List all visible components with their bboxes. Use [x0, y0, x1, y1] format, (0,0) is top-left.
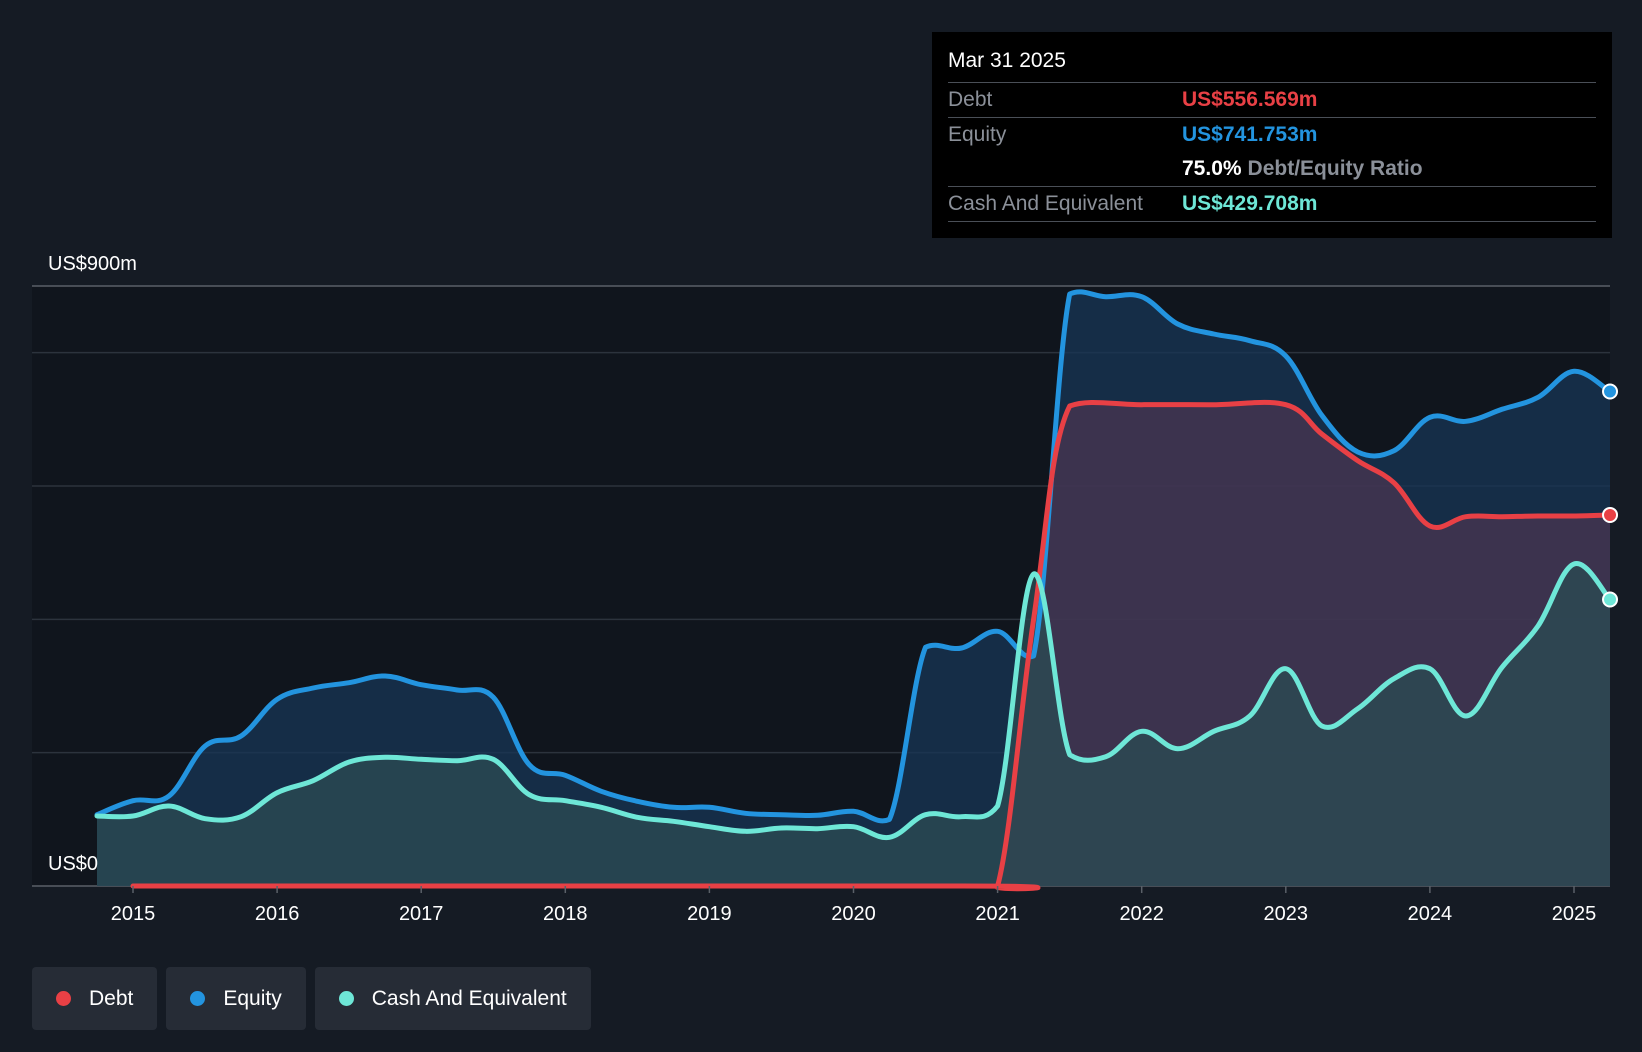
x-axis-ticks: 2015 2016 2017 2018 2019 2020 2021 2022 2023 2024…	[111, 886, 1597, 925]
series-lines	[94, 289, 1613, 892]
line-cash-and-equivalent	[94, 561, 1613, 841]
tooltip-panel: Mar 31 2025 Debt US$556.569m Equity US$7…	[932, 32, 1612, 238]
area-cash-and-equivalent	[97, 563, 1610, 886]
series-endpoints	[1602, 383, 1619, 608]
tooltip-equity-value: US$741.753m	[1182, 123, 1318, 146]
tooltip-ratio-spacer	[948, 152, 1182, 186]
legend-item-cash[interactable]: Cash And Equivalent	[314, 967, 591, 1030]
legend-equity-label: Equity	[223, 986, 282, 1010]
tooltip-row-cash: Cash And Equivalent US$429.708m	[948, 187, 1596, 222]
tooltip-row-equity: Equity US$741.753m	[948, 118, 1596, 152]
x-tick-label: 2021	[975, 903, 1020, 925]
x-tick-label: 2023	[1264, 903, 1309, 925]
y-axis-bottom-label: US$0	[48, 853, 98, 875]
tooltip-ratio-value: 75.0%	[1182, 157, 1242, 180]
x-tick-label: 2018	[543, 903, 588, 925]
legend-cash-label: Cash And Equivalent	[371, 986, 567, 1010]
y-axis-top-label: US$900m	[48, 253, 137, 275]
series-areas	[97, 291, 1610, 889]
tooltip-cash-value: US$429.708m	[1182, 192, 1318, 215]
tooltip-equity-label: Equity	[948, 123, 1007, 146]
x-tick-label: 2024	[1408, 903, 1453, 925]
legend-item-debt[interactable]: Debt	[32, 967, 158, 1030]
endpoint-equity	[1602, 383, 1619, 400]
endpoint-cash-and-equivalent	[1602, 591, 1619, 608]
x-tick-label: 2017	[399, 903, 444, 925]
tooltip-row-ratio: 75.0% Debt/Equity Ratio	[948, 152, 1596, 187]
tooltip-debt-value: US$556.569m	[1182, 88, 1318, 111]
line-equity	[94, 289, 1613, 824]
tooltip-debt-label: Debt	[948, 88, 993, 111]
x-tick-label: 2016	[255, 903, 300, 925]
legend-item-equity[interactable]: Equity	[166, 967, 306, 1030]
legend-debt-dot-icon	[56, 991, 71, 1006]
tooltip-ratio-label: Debt/Equity Ratio	[1247, 157, 1423, 180]
x-tick-label: 2022	[1119, 903, 1164, 925]
legend: Debt Equity Cash And Equivalent	[32, 967, 591, 1030]
x-tick-label: 2019	[687, 903, 732, 925]
legend-cash-dot-icon	[338, 991, 354, 1006]
tooltip-date: Mar 31 2025	[948, 46, 1596, 83]
line-debt	[130, 399, 1613, 892]
x-tick-label: 2020	[831, 903, 876, 925]
legend-debt-label: Debt	[89, 986, 134, 1010]
x-tick-label: 2025	[1552, 903, 1597, 925]
endpoint-debt	[1602, 506, 1619, 523]
tooltip-row-debt: Debt US$556.569m	[948, 83, 1596, 118]
x-tick-label: 2015	[111, 903, 156, 925]
legend-equity-dot-icon	[190, 991, 206, 1006]
tooltip-cash-label: Cash And Equivalent	[948, 192, 1143, 215]
